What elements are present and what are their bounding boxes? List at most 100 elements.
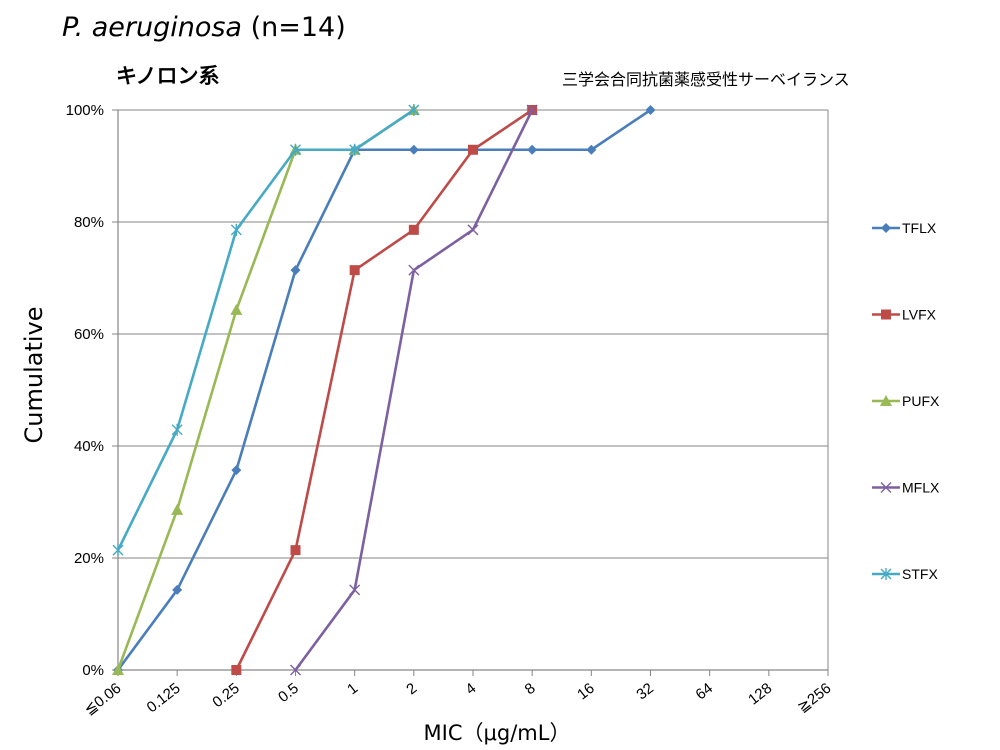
series-line-tflx [116,108,652,671]
data-point-lvfx [468,144,478,155]
series-lines [112,104,656,676]
data-point-tflx [408,144,419,155]
data-point-mflx [467,224,479,236]
y-tick-label: 40% [74,438,104,455]
data-point-stfx [171,423,183,436]
data-point-tflx [231,465,242,476]
legend-label: PUFX [902,393,940,409]
marker-shape [527,144,538,155]
legend-label: LVFX [902,307,937,323]
data-point-stfx [290,143,301,156]
data-point-tflx [172,584,183,595]
x-tick-label: 0.125 [144,680,184,717]
marker-shape [467,224,479,236]
x-tick-label: 64 [693,680,717,704]
marker-shape [586,144,597,155]
data-point-stfx [112,544,124,557]
data-point-lvfx [349,265,360,276]
chart-title-count: (n=14) [241,12,346,43]
x-tick-label: ≦0.06 [81,680,124,719]
data-point-pufx [112,664,124,675]
marker-shape [290,545,301,556]
x-tick-label: 32 [633,680,657,704]
data-point-stfx [230,223,242,236]
x-tick-label: ≧256 [794,680,834,717]
data-point-tflx [290,265,301,276]
legend-item-stfx: STFX [872,566,938,582]
data-point-lvfx [290,545,301,556]
marker-shape [645,105,656,115]
y-tick-label: 100% [66,102,104,119]
y-tick-label: 0% [82,662,104,679]
marker-shape [112,664,124,675]
x-tick-label: 0.25 [209,680,242,711]
marker-shape [468,144,478,155]
legend-marker [881,309,891,320]
y-tick-label: 20% [74,550,104,567]
marker-shape [526,104,538,116]
marker-shape [349,584,361,596]
data-point-mflx [526,104,538,116]
legend-marker [880,482,892,493]
data-point-stfx [349,143,361,156]
legend-label: STFX [902,566,938,582]
legend-marker [881,223,891,233]
data-point-pufx [171,503,184,515]
data-point-tflx [645,105,656,115]
marker-shape [349,265,360,276]
marker-shape [172,584,183,595]
data-point-stfx [408,104,420,116]
chart-title: P. aeruginosa (n=14) [62,12,346,43]
y-axis-ticks: 0% 20% 40% 60% 80% 100% [66,102,104,679]
data-point-mflx [349,584,361,596]
chart-subtitle: キノロン系 [116,64,220,88]
legend-item-pufx: PUFX [872,393,940,409]
x-tick-label: 8 [522,680,539,699]
marker-shape [230,303,243,315]
data-point-lvfx [408,224,419,235]
legend-marker [880,395,892,406]
legend-marker [880,568,892,580]
x-tick-label: 16 [574,680,598,704]
marker-shape [880,395,892,406]
data-point-mflx [408,264,420,276]
marker-shape [880,482,892,493]
marker-shape [290,265,301,276]
series-line-pufx [116,108,415,671]
gridlines [118,109,829,670]
x-axis-ticks: ≦0.06 0.125 0.25 0.5 1 2 4 8 16 32 64 128 ≧256 [81,680,834,719]
y-tick-label: 80% [74,214,104,231]
legend: TFLX LVFX PUFX MFLX STFX [872,220,940,582]
axes [112,109,829,676]
x-tick-label: 0.5 [275,680,302,706]
marker-shape [231,665,242,675]
y-axis-title: Cumulative [20,307,48,444]
legend-item-lvfx: LVFX [872,307,937,323]
data-point-lvfx [231,665,242,675]
marker-shape [290,664,301,676]
data-point-mflx [290,664,301,676]
marker-shape [408,264,420,276]
x-tick-label: 1 [344,680,361,699]
chart-title-species: P. aeruginosa [62,12,242,43]
series-line-mflx [294,109,534,671]
series-line-lvfx [235,108,533,671]
x-axis-title: MIC（μg/mL） [424,721,571,745]
marker-shape [881,223,891,233]
legend-item-mflx: MFLX [872,480,940,496]
legend-item-tflx: TFLX [872,220,937,236]
x-tick-label: 2 [403,680,420,699]
marker-shape [231,465,242,476]
marker-shape [408,224,419,235]
series-line-stfx [116,108,415,551]
x-tick-label: 128 [745,680,775,709]
data-point-pufx [230,303,243,315]
y-tick-label: 60% [74,326,104,343]
marker-shape [881,309,891,320]
marker-shape [408,144,419,155]
marker-shape [171,503,184,515]
legend-label: TFLX [902,220,937,236]
data-point-tflx [586,144,597,155]
data-point-tflx [527,144,538,155]
